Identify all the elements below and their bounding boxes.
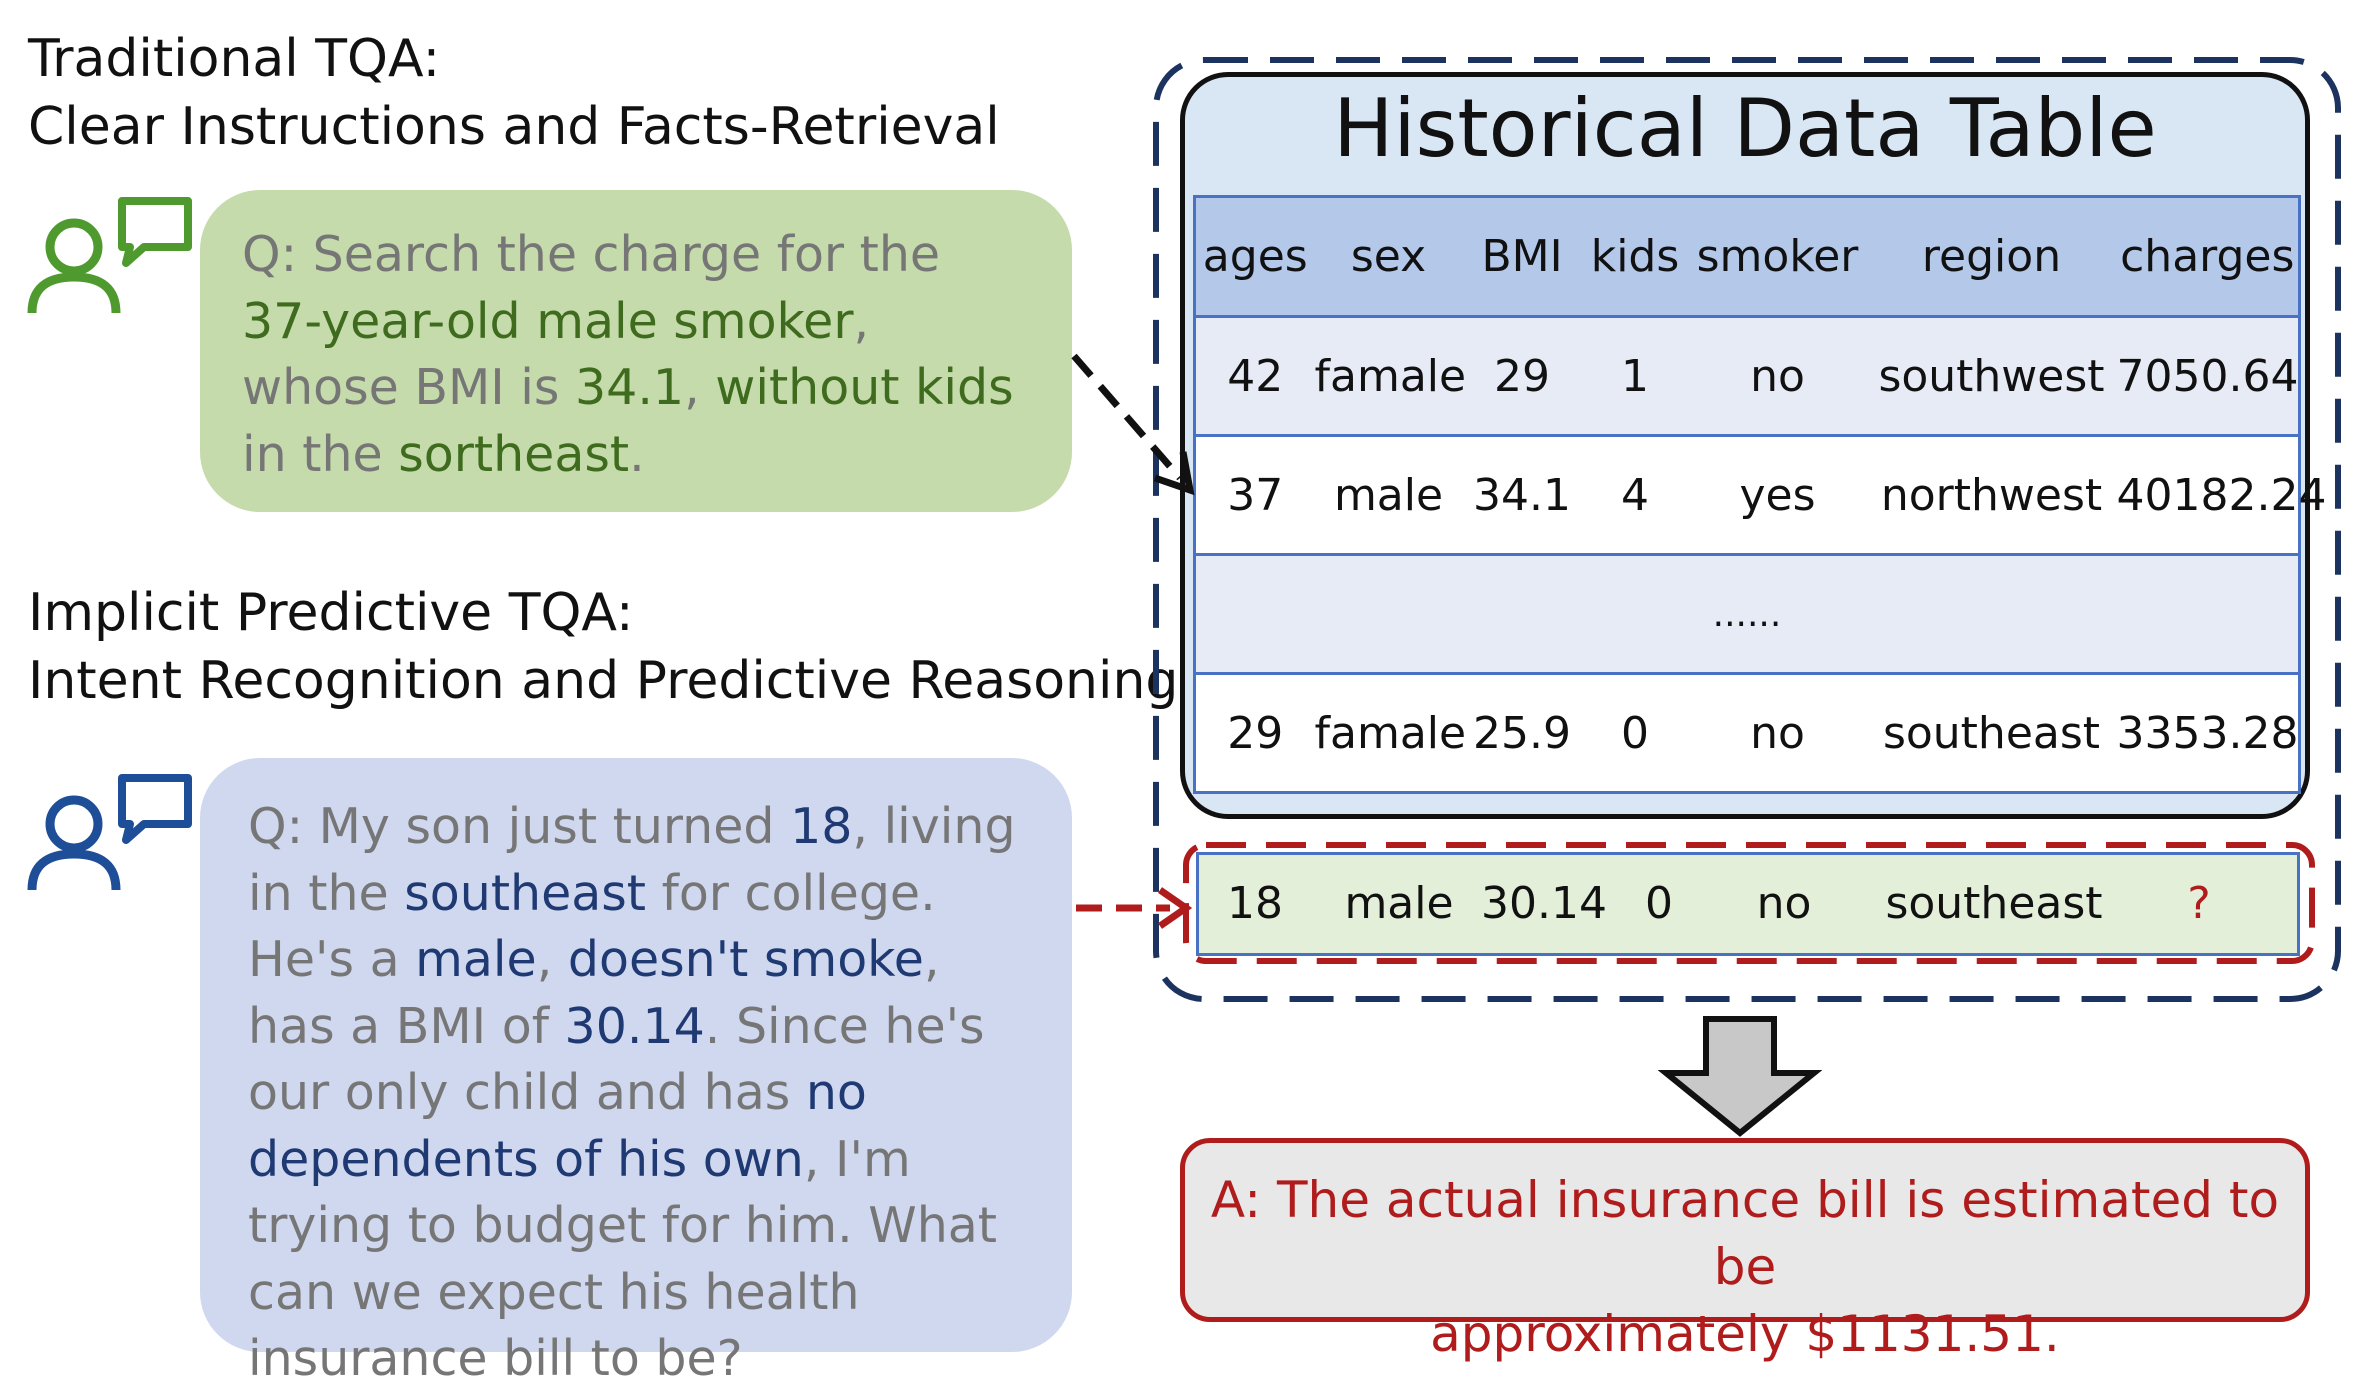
highlighted-phrase: doesn't smoke (567, 931, 924, 988)
question-phrase: for college. He's a (248, 864, 936, 989)
query-cell: no (1756, 878, 1812, 929)
table-cell: no (1750, 350, 1805, 402)
question-phrase: . (629, 425, 645, 483)
outer-dashed-frame (1153, 57, 2341, 1002)
table-cell: 7050.64 (2116, 350, 2299, 402)
table-cell: 29 (1227, 707, 1284, 759)
query-cell: 30.14 (1481, 878, 1607, 929)
implicit-question-bubble: Q: My son just turned 18, living in the … (200, 758, 1072, 1387)
column-header: sex (1350, 231, 1427, 282)
highlighted-phrase: 18 (790, 798, 853, 855)
answer-line-2: approximately $1131.51. (1430, 1305, 2060, 1363)
question-phrase: , I'm trying to budget for him. What can… (248, 1130, 998, 1388)
historical-data-table: ages sex BMI kids smoker region charges … (1193, 195, 2327, 794)
highlighted-phrase: sortheast (398, 425, 630, 483)
question-phrase: , whose BMI is (242, 292, 870, 417)
implicit-tqa-title: Implicit Predictive TQA: (28, 583, 634, 643)
table-cell: 0 (1621, 707, 1649, 759)
table-row: 42 famale 29 1 no southwest 7050.64 (1194, 316, 2300, 436)
ellipsis-cell: ...... (1712, 593, 1782, 635)
implicit-question-text: Q: My son just turned 18, living in the … (248, 798, 1016, 1387)
answer-line-1: A: The actual insurance bill is estimate… (1210, 1171, 2280, 1296)
highlighted-phrase: southeast (404, 864, 646, 922)
question-phrase: Q: My son just turned (248, 798, 791, 855)
highlighted-phrase: no dependents of his own (248, 1064, 867, 1188)
table-cell: 37 (1227, 469, 1284, 521)
table-cell: 25.9 (1473, 707, 1571, 759)
traditional-question-bubble: Q: Search the charge for the 37-year-old… (200, 190, 1072, 512)
question-phrase: , living in the (248, 798, 1016, 922)
table-cell: male (1333, 469, 1444, 521)
red-dashed-arrow (1076, 887, 1193, 929)
traditional-tqa-subtitle: Clear Instructions and Facts-Retrieval (28, 96, 1000, 157)
query-cell: 18 (1227, 878, 1283, 929)
table-row: 29 famale 25.9 0 no southeast 3353.28 (1194, 673, 2300, 793)
table-cell: no (1750, 707, 1805, 759)
column-header: charges (2120, 231, 2295, 282)
black-dashed-arrow (1071, 353, 1195, 496)
highlighted-phrase: male (415, 931, 537, 988)
question-phrase: . Since he's our only child and has (248, 997, 985, 1122)
column-header: kids (1590, 231, 1680, 282)
table-cell: southeast (1882, 707, 2101, 759)
table-cell: 42 (1227, 350, 1284, 402)
column-header: BMI (1481, 231, 1563, 282)
table-cell: yes (1739, 469, 1816, 521)
column-header: ages (1202, 231, 1308, 282)
highlighted-phrase: 30.14 (564, 997, 705, 1055)
user-chat-icon (27, 197, 192, 314)
table-cell: famale (1314, 707, 1467, 759)
highlighted-phrase: 34.1 (575, 359, 685, 416)
table-cell: famale (1314, 350, 1467, 402)
highlighted-phrase: without kids (715, 359, 1014, 416)
question-phrase: , (684, 359, 716, 416)
query-cell: southeast (1885, 878, 2103, 929)
question-phrase: , has a BMI of (248, 931, 940, 1055)
traditional-tqa-heading: Traditional TQA: Clear Instructions and … (28, 26, 1000, 161)
table-header-row: ages sex BMI kids smoker region charges (1194, 196, 2300, 317)
table-cell: 40182.24 (2116, 469, 2327, 521)
query-cell: male (1344, 878, 1454, 929)
down-arrow (1657, 1016, 1823, 1137)
implicit-tqa-subtitle: Intent Recognition and Predictive Reason… (28, 650, 1179, 711)
table-title: Historical Data Table (1333, 82, 2157, 175)
question-phrase: in the (242, 425, 399, 483)
table-row-ellipsis: ...... (1194, 554, 2300, 674)
table-cell: 34.1 (1473, 469, 1571, 521)
answer-box: A: The actual insurance bill is estimate… (1180, 1138, 2310, 1363)
traditional-question-text: Q: Search the charge for the 37-year-old… (242, 226, 1014, 483)
traditional-tqa-title: Traditional TQA: (28, 29, 441, 89)
table-cell: 29 (1494, 350, 1550, 402)
column-header: region (1921, 231, 2062, 282)
table-cell: 1 (1621, 350, 1649, 402)
query-row-dashed-outline (1183, 842, 2315, 964)
table-cell: 4 (1621, 469, 1649, 521)
table-cell: 3353.28 (2116, 707, 2299, 759)
query-row: 18 male 30.14 0 no southeast ? (1196, 852, 2300, 956)
column-header: smoker (1696, 231, 1859, 282)
user-chat-icon (27, 774, 192, 891)
implicit-tqa-heading: Implicit Predictive TQA: Intent Recognit… (28, 580, 1178, 715)
question-phrase: , (536, 931, 568, 988)
query-cell: 0 (1645, 878, 1673, 929)
table-row: 37 male 34.1 4 yes northwest 40182.24 (1194, 435, 2327, 555)
highlighted-phrase: 37-year-old male smoker (242, 292, 854, 350)
table-cell: southwest (1878, 350, 2105, 402)
unknown-charge-mark: ? (2187, 878, 2211, 929)
question-phrase: Q: Search the charge for the (242, 226, 941, 283)
table-cell: northwest (1880, 469, 2103, 521)
